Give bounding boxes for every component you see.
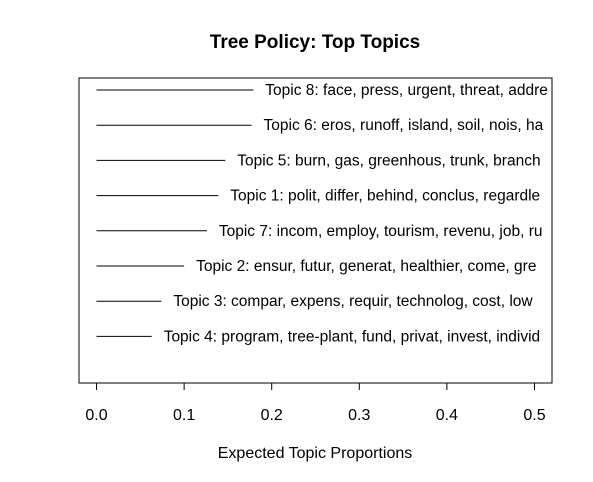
x-tick-label: 0.4 [436,407,458,424]
bar-label: Topic 3: compar, expens, requir, technol… [173,293,533,310]
bar-label: Topic 5: burn, gas, greenhous, trunk, br… [237,152,540,169]
x-axis: 0.0 0.1 0.2 0.3 0.4 0.5 [85,382,546,424]
bar-label: Topic 7: incom, employ, tourism, revenu,… [219,223,543,240]
bar-label: Topic 6: eros, runoff, island, soil, noi… [264,117,544,134]
x-tick-label: 0.5 [523,407,545,424]
x-tick-label: 0.3 [348,407,370,424]
x-tick-label: 0.0 [85,407,107,424]
bar-series: Topic 8: face, press, urgent, threat, ad… [96,82,548,345]
x-axis-label: Expected Topic Proportions [218,445,412,462]
x-tick-label: 0.1 [173,407,195,424]
bar-label: Topic 1: polit, differ, behind, conclus,… [230,188,540,205]
chart-title: Tree Policy: Top Topics [210,32,420,53]
bar-label: Topic 2: ensur, futur, generat, healthie… [196,258,536,275]
bar-label: Topic 8: face, press, urgent, threat, ad… [265,82,548,99]
x-tick-label: 0.2 [261,407,283,424]
bar-label: Topic 4: program, tree-plant, fund, priv… [164,328,541,345]
